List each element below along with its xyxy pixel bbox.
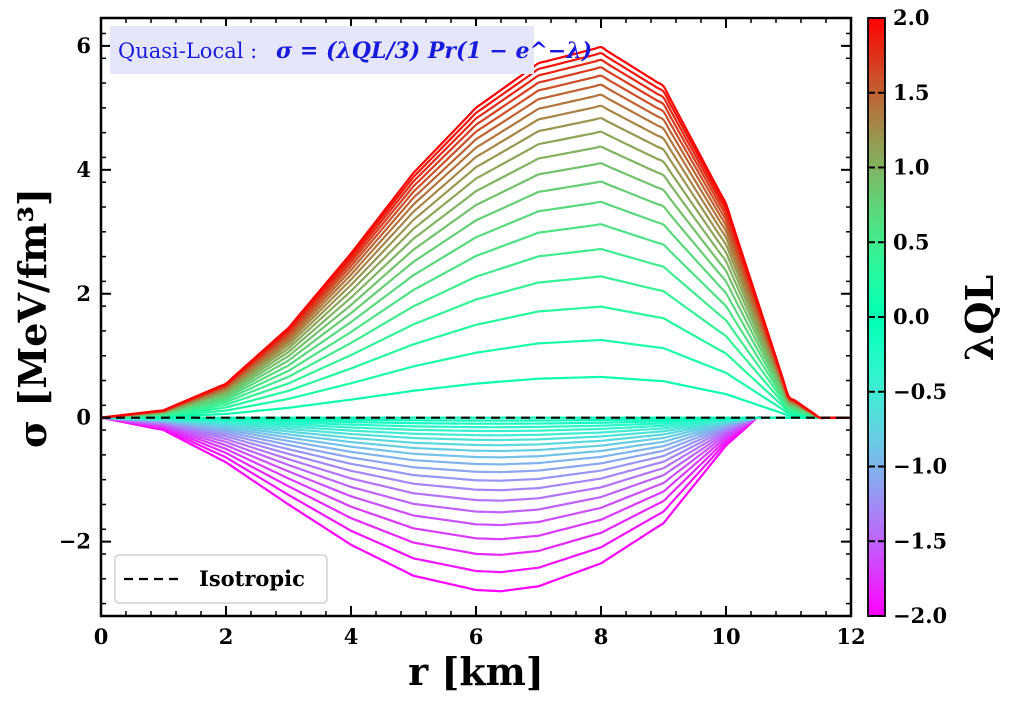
x-tick-label: 4 [344, 624, 359, 649]
y-axis-title: σ [MeV/fm³] [10, 188, 55, 448]
colorbar-tick-label: 2.0 [893, 5, 930, 30]
sigma-curve [101, 130, 851, 420]
sigma-curve [101, 162, 851, 420]
sigma-curve [101, 416, 851, 593]
sigma-curve [101, 145, 851, 420]
colorbar-tick-label: −0.5 [893, 379, 947, 404]
colorbar-tick-label: 0.5 [893, 229, 930, 254]
sigma-curve [101, 375, 851, 419]
x-axis: 0 2 4 6 8 10 12 [94, 18, 866, 649]
sigma-curve [101, 223, 851, 419]
x-tick-label: 6 [469, 624, 484, 649]
sigma-curve [101, 45, 851, 420]
colorbar-tick-label: 1.5 [893, 80, 930, 105]
legend-label: Isotropic [199, 566, 305, 591]
legend: Isotropic [114, 554, 328, 604]
x-tick-label: 12 [836, 624, 865, 649]
sigma-curve [101, 416, 851, 482]
sigma-curve [101, 338, 851, 419]
colorbar-tick-label: 1.0 [893, 155, 930, 180]
colorbar-tick-label: −1.0 [893, 454, 947, 479]
y-tick-label: 0 [76, 405, 91, 430]
x-tick-label: 0 [94, 624, 109, 649]
sigma-curve [101, 305, 851, 419]
sigma-curve [101, 416, 851, 527]
colorbar-title: λQL [957, 275, 1002, 361]
sigma-curve [101, 416, 851, 492]
y-tick-label: 6 [76, 33, 91, 58]
colorbar: 2.0 1.5 1.0 0.5 0.0 −0.5 −1.0 −1.5 −2.0 λQL [867, 5, 1002, 628]
annotation-label: Quasi-Local : [118, 39, 257, 63]
sigma-curve [101, 200, 851, 419]
y-tick-label: 4 [76, 157, 91, 182]
annotation-formula: σ = (λQL/3) Pr(1 − e^−λ) [276, 38, 592, 64]
x-axis-title: r [km] [408, 649, 544, 694]
colorbar-ticks: 2.0 1.5 1.0 0.5 0.0 −0.5 −1.0 −1.5 −2.0 [868, 5, 947, 628]
colorbar-tick-label: −2.0 [893, 603, 947, 628]
y-tick-label: −2 [59, 529, 91, 554]
sigma-curves [101, 45, 851, 593]
sigma-curve [101, 180, 851, 420]
x-tick-label: 8 [594, 624, 609, 649]
x-tick-label: 10 [711, 624, 740, 649]
colorbar-tick-label: −1.5 [893, 528, 947, 553]
y-tick-label: 2 [76, 281, 91, 306]
sigma-curve [101, 416, 851, 474]
sigma-curve [101, 416, 851, 502]
y-axis: −2 0 2 4 6 [59, 32, 851, 605]
sigma-curve [101, 416, 851, 514]
colorbar-tick-label: 0.0 [893, 304, 930, 329]
formula-annotation: Quasi-Local : σ = (λQL/3) Pr(1 − e^−λ) [110, 26, 592, 74]
sigma-curve [101, 247, 851, 419]
sigma-curve [101, 416, 851, 574]
legend-box [114, 554, 328, 604]
sigma-curve [101, 416, 851, 541]
annotation-background [110, 26, 534, 74]
x-tick-label: 2 [219, 624, 234, 649]
sigma-curve [101, 416, 851, 556]
sigma-curve [101, 275, 851, 419]
